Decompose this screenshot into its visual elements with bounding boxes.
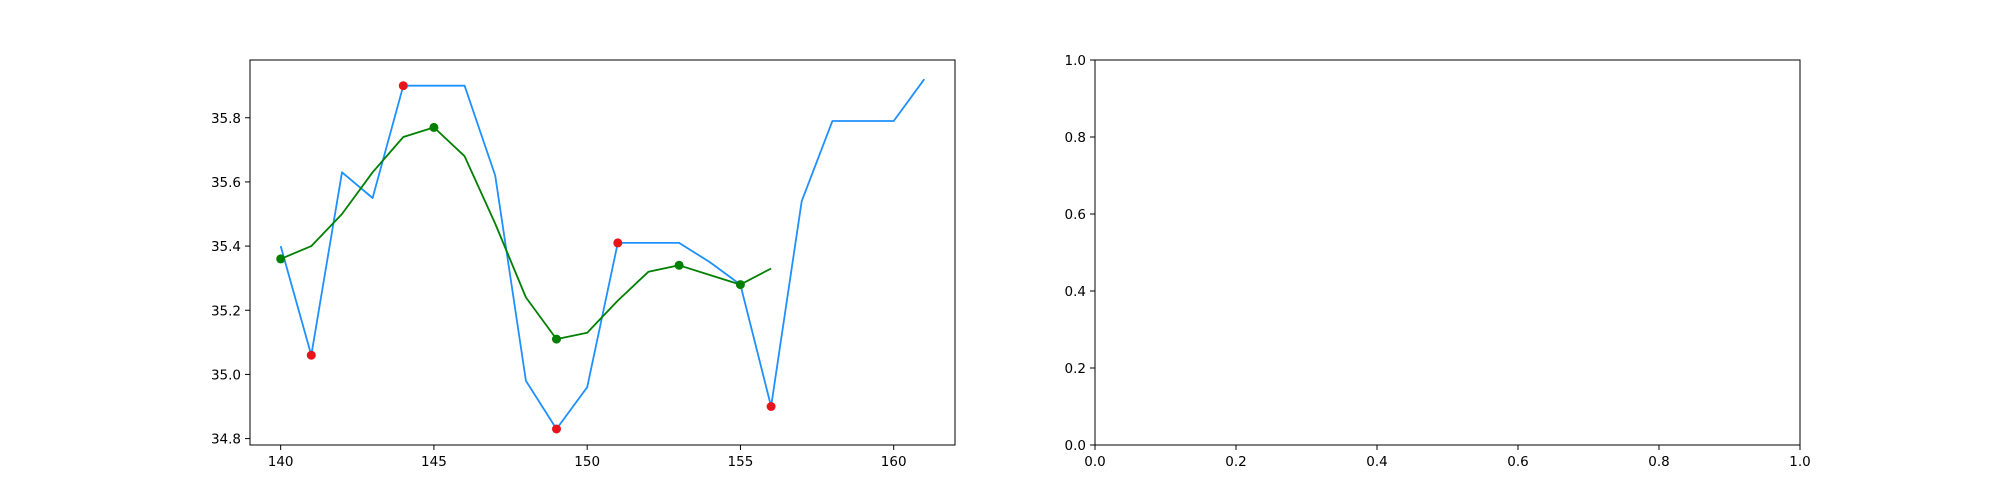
- data-point: [429, 122, 439, 132]
- x-tick-label: 0.8: [1648, 454, 1669, 470]
- series-line-1: [280, 126, 772, 341]
- data-point: [735, 280, 745, 290]
- y-tick-label: 0.0: [1065, 438, 1086, 454]
- y-tick-label: 35.8: [211, 111, 241, 127]
- data-point: [552, 334, 561, 344]
- y-tick-label: 35.2: [211, 303, 241, 319]
- y-tick-label: 35.6: [211, 175, 241, 191]
- y-tick-label: 35.0: [211, 367, 241, 383]
- y-tick-label: 34.8: [211, 432, 241, 448]
- left-chart-panel: 140 145 150 155 160 34.8 35.0 35.2 35.4 35.6 35.8: [211, 59, 956, 470]
- x-tick-label: 0.4: [1366, 454, 1387, 470]
- data-point: [306, 350, 316, 360]
- data-point: [552, 424, 561, 434]
- x-tick-label: 150: [574, 454, 600, 470]
- series-line-0: [279, 78, 926, 430]
- y-tick-label: 0.2: [1065, 361, 1086, 377]
- x-tick-label: 160: [881, 454, 907, 470]
- x-tick-label: 140: [268, 454, 294, 470]
- x-tick-label: 145: [421, 454, 447, 470]
- y-tick-label: 0.4: [1065, 284, 1086, 300]
- axes-frame: [1094, 59, 1801, 446]
- y-tick-label: 0.8: [1065, 130, 1086, 146]
- data-point: [674, 260, 684, 270]
- x-tick-label: 0.0: [1084, 454, 1105, 470]
- x-tick-label: 155: [728, 454, 754, 470]
- data-point: [613, 238, 623, 248]
- data-point: [766, 402, 776, 411]
- y-tick-label: 1.0: [1065, 53, 1086, 69]
- x-tick-label: 1.0: [1789, 454, 1810, 470]
- data-point: [398, 81, 408, 91]
- x-tick-label: 0.6: [1507, 454, 1528, 470]
- x-tick-label: 0.2: [1225, 454, 1246, 470]
- data-point: [276, 254, 286, 264]
- y-tick-label: 35.4: [211, 239, 241, 255]
- right-chart-panel: 0.0 0.2 0.4 0.6 0.8 1.0 0.0 0.2 0.4 0.6 0.8 1.0: [1065, 53, 1811, 470]
- axes-frame: [249, 59, 956, 446]
- y-tick-label: 0.6: [1065, 207, 1086, 223]
